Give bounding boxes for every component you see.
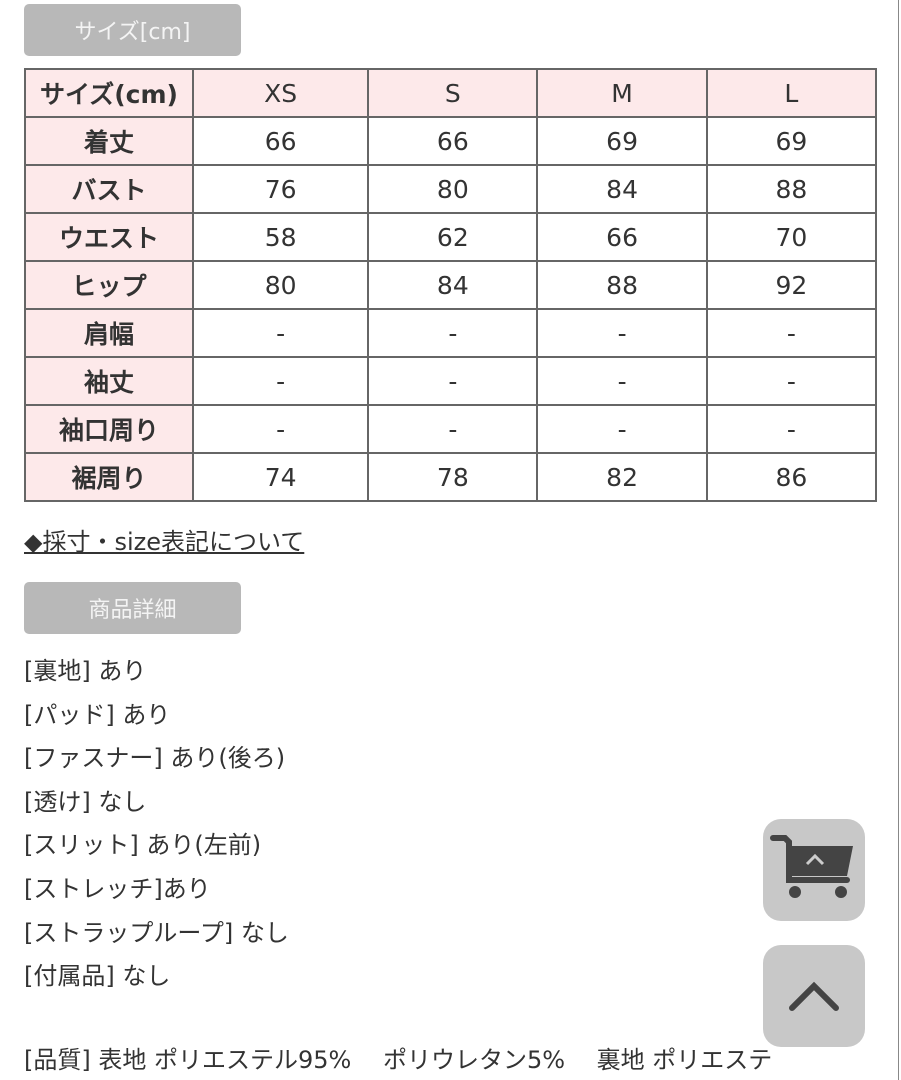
table-row: 肩幅 - - - - [24, 308, 878, 358]
column-header: S [367, 68, 539, 118]
column-header: M [536, 68, 708, 118]
table-cell: 92 [705, 260, 878, 310]
detail-item: [裏地] あり [24, 657, 147, 685]
table-cell: 70 [705, 212, 878, 262]
product-details: [裏地] あり [パッド] あり [ファスナー] あり(後ろ) [透け] なし … [24, 650, 289, 999]
detail-item: [ファスナー] あり(後ろ) [24, 744, 286, 773]
table-cell: - [191, 356, 370, 406]
table-row: ウエスト 58 62 66 70 [24, 212, 878, 262]
row-label: バスト [24, 164, 194, 214]
table-cell: 66 [536, 212, 708, 262]
chevron-up-icon [789, 981, 839, 1011]
details-section-label: 商品詳細 [24, 582, 241, 634]
table-cell: - [705, 308, 878, 358]
table-cell: 78 [367, 452, 539, 502]
size-section-label: サイズ[cm] [24, 4, 241, 56]
table-cell: - [705, 356, 878, 406]
table-cell: - [367, 308, 539, 358]
table-row: 袖口周り - - - - [24, 404, 878, 454]
row-label: 着丈 [24, 116, 194, 166]
column-header: L [705, 68, 878, 118]
table-cell: 80 [191, 260, 370, 310]
row-label: ヒップ [24, 260, 194, 310]
table-cell: 88 [705, 164, 878, 214]
table-cell: - [191, 308, 370, 358]
table-cell: - [705, 404, 878, 454]
row-label: 袖丈 [24, 356, 194, 406]
table-cell: - [367, 404, 539, 454]
table-cell: 69 [536, 116, 708, 166]
size-table: サイズ(cm) XS S M L 着丈 66 66 69 69 バスト 76 80 84 88 ウエスト 58 6… [24, 68, 878, 502]
table-cell: 88 [536, 260, 708, 310]
column-header: XS [191, 68, 370, 118]
table-cell: - [536, 356, 708, 406]
table-cell: 84 [536, 164, 708, 214]
detail-item: [ストラップループ] なし [24, 918, 289, 947]
table-cell: 84 [367, 260, 539, 310]
table-cell: - [191, 404, 370, 454]
table-row: バスト 76 80 84 88 [24, 164, 878, 214]
table-row: 裾周り 74 78 82 86 [24, 452, 878, 502]
detail-item: [付属品] なし [24, 962, 171, 991]
table-cell: - [367, 356, 539, 406]
page-edge [898, 0, 899, 1080]
scroll-to-top-button[interactable] [763, 945, 865, 1047]
table-cell: 74 [191, 452, 370, 502]
table-row: 着丈 66 66 69 69 [24, 116, 878, 166]
table-cell: 62 [367, 212, 539, 262]
table-row: 袖丈 - - - - [24, 356, 878, 406]
row-label: 肩幅 [24, 308, 194, 358]
table-row: ヒップ 80 84 88 92 [24, 260, 878, 310]
table-cell: 86 [705, 452, 878, 502]
table-cell: 58 [191, 212, 370, 262]
detail-item: [スリット] あり(左前) [24, 831, 262, 860]
table-cell: - [536, 308, 708, 358]
detail-item: [透け] なし [24, 787, 147, 816]
table-cell: - [536, 404, 708, 454]
detail-item: [ストレッチ]あり [24, 874, 211, 903]
size-guide-link[interactable]: ◆採寸・size表記について [24, 528, 305, 556]
row-label: 袖口周り [24, 404, 194, 454]
table-cell: 76 [191, 164, 370, 214]
row-label: ウエスト [24, 212, 194, 262]
cart-button[interactable] [763, 819, 865, 921]
cart-icon [770, 835, 853, 898]
table-cell: 66 [191, 116, 370, 166]
material-quality: [品質] 表地 ポリエステル95% ポリウレタン5% 裏地 ポリエステ [24, 1046, 773, 1074]
table-cell: 69 [705, 116, 878, 166]
row-label: サイズ(cm) [24, 68, 194, 118]
table-cell: 80 [367, 164, 539, 214]
detail-item: [パッド] あり [24, 700, 171, 729]
table-header-row: サイズ(cm) XS S M L [24, 68, 878, 118]
table-cell: 66 [367, 116, 539, 166]
table-cell: 82 [536, 452, 708, 502]
row-label: 裾周り [24, 452, 194, 502]
